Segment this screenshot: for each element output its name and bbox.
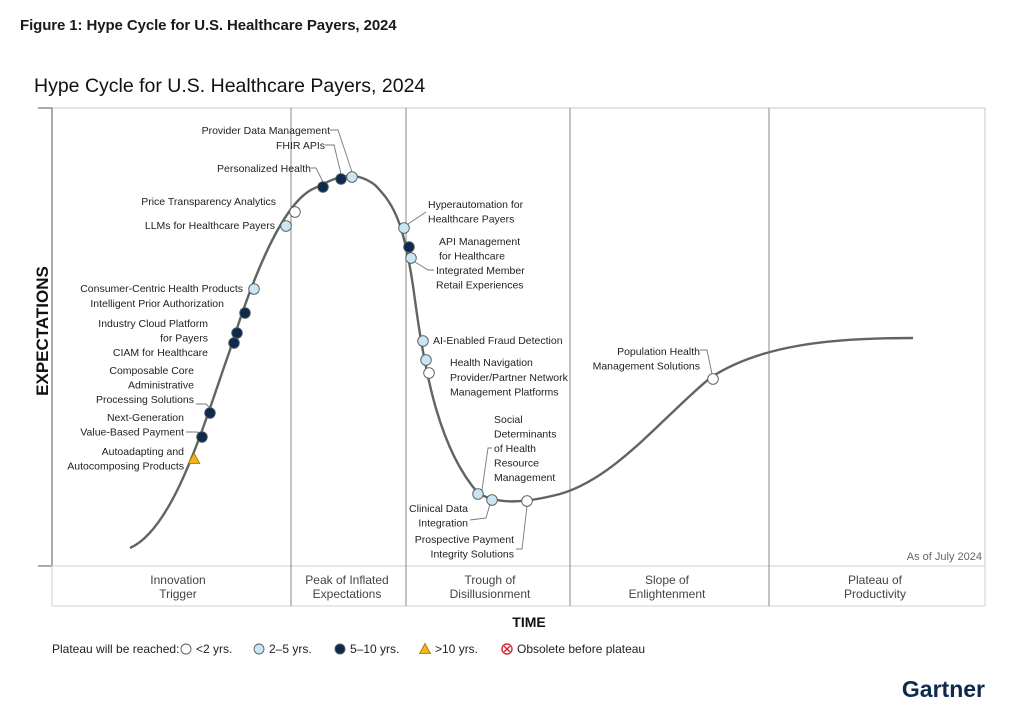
legend-label-5to10: 5–10 yrs. <box>350 642 399 656</box>
phase-label-5: Plateau of Productivity <box>844 573 906 601</box>
phase-dividers <box>290 108 770 606</box>
phase-labels: Innovation Trigger Peak of Inflated Expecta… <box>150 573 906 601</box>
marker-price-transparency-analytics <box>289 206 301 218</box>
label-autoadapting-and-autocomposing-products: Autoadapting and Autocomposing Products <box>67 446 184 473</box>
phase-label-2: Peak of Inflated Expectations <box>305 573 388 601</box>
marker-health-navigation <box>420 354 432 366</box>
marker-composable-core-administrative-processing-solutions <box>204 407 216 419</box>
legend-label-obsolete: Obsolete before plateau <box>517 642 645 656</box>
marker-next-generation-value-based-payment <box>196 431 208 443</box>
marker-intelligent-prior-authorization <box>239 307 251 319</box>
x-axis-title: TIME <box>512 614 545 630</box>
leader-social-determinants-of-health-resource-management <box>481 447 492 491</box>
leader-provider-data-management <box>330 129 353 173</box>
phase-label-4: Slope of Enlightenment <box>629 573 706 601</box>
phase-label-3: Trough of Disillusionment <box>450 573 531 601</box>
y-axis-title: EXPECTATIONS <box>33 266 52 396</box>
leader-integrated-member-retail-experiences <box>414 261 434 271</box>
technology-markers <box>187 171 719 507</box>
leader-population-health-management-solutions <box>700 349 713 375</box>
label-api-management-for-healthcare: API Management for Healthcare <box>439 236 520 263</box>
marker-population-health-management-solutions <box>707 373 719 385</box>
label-consumer-centric-health-products: Consumer-Centric Health Products <box>80 283 243 295</box>
legend-label-lt2: <2 yrs. <box>196 642 232 656</box>
leader-fhir-apis <box>325 144 342 175</box>
label-ai-enabled-fraud-detection: AI-Enabled Fraud Detection <box>433 335 563 347</box>
legend-label-2to5: 2–5 yrs. <box>269 642 312 656</box>
label-leaders <box>186 129 713 550</box>
marker-prospective-payment-integrity-solutions <box>521 495 533 507</box>
leader-personalized-health <box>311 167 324 183</box>
label-social-determinants-of-health-resource-management: Social Determinants of Health Resource Manag… <box>494 414 556 484</box>
marker-api-management-for-healthcare <box>403 241 415 253</box>
label-intelligent-prior-authorization: Intelligent Prior Authorization <box>90 298 224 310</box>
legend-marker-gt10 <box>418 642 432 654</box>
leader-composable-core-administrative-processing-solutions <box>196 403 211 409</box>
marker-social-determinants-of-health-resource-management <box>472 488 484 500</box>
label-hyperautomation-for-healthcare-payers: Hyperautomation for Healthcare Payers <box>428 199 524 226</box>
technology-labels: Provider Data Management FHIR APIs Persona… <box>67 125 700 561</box>
marker-provider-partner-network-management-platforms <box>423 367 435 379</box>
leader-prospective-payment-integrity-solutions <box>516 505 528 550</box>
label-industry-cloud-platform-for-payers: Industry Cloud Platform for Payers <box>98 318 208 345</box>
marker-ciam-for-healthcare <box>228 337 240 349</box>
marker-ai-enabled-fraud-detection <box>417 335 429 347</box>
legend-marker-5to10 <box>334 643 346 655</box>
marker-clinical-data-integration <box>486 494 498 506</box>
marker-fhir-apis <box>335 173 347 185</box>
label-llms-for-healthcare-payers: LLMs for Healthcare Payers <box>145 220 275 232</box>
label-provider-partner-network-management-platforms: Provider/Partner Network Management Platf… <box>450 372 569 399</box>
as-of-date: As of July 2024 <box>907 551 982 563</box>
label-personalized-health: Personalized Health <box>217 163 311 175</box>
label-price-transparency-analytics: Price Transparency Analytics <box>141 196 276 208</box>
marker-industry-cloud-platform-for-payers <box>231 327 243 339</box>
label-fhir-apis: FHIR APIs <box>276 140 325 152</box>
phase-band <box>51 565 986 607</box>
leader-clinical-data-integration <box>469 503 491 521</box>
gartner-logo: Gartner <box>902 676 985 702</box>
legend-label-gt10: >10 yrs. <box>435 642 478 656</box>
label-prospective-payment-integrity-solutions: Prospective Payment Integrity Solutions <box>415 534 514 561</box>
label-integrated-member-retail-experiences: Integrated Member Retail Experiences <box>436 265 525 292</box>
label-ciam-for-healthcare: CIAM for Healthcare <box>113 347 208 359</box>
marker-consumer-centric-health-products <box>248 283 260 295</box>
legend-marker-lt2 <box>180 643 192 655</box>
marker-autoadapting-and-autocomposing-products <box>187 452 201 464</box>
marker-personalized-health <box>317 181 329 193</box>
marker-llms-for-healthcare-payers <box>280 220 292 232</box>
label-provider-data-management: Provider Data Management <box>202 125 330 137</box>
phase-label-1: Innovation Trigger <box>150 573 205 601</box>
label-health-navigation: Health Navigation <box>450 357 533 369</box>
label-composable-core-administrative-processing-solutions: Composable Core Administrative Processing … <box>96 365 194 406</box>
figure-caption: Figure 1: Hype Cycle for U.S. Healthcare… <box>20 17 397 34</box>
legend: Plateau will be reached: <2 yrs. 2–5 yrs. 5… <box>52 642 645 656</box>
chart-title: Hype Cycle for U.S. Healthcare Payers, 2… <box>34 75 425 97</box>
label-clinical-data-integration: Clinical Data Integration <box>409 503 468 530</box>
marker-integrated-member-retail-experiences <box>405 252 417 264</box>
label-next-generation-value-based-payment: Next-Generation Value-Based Payment <box>80 412 184 439</box>
legend-title: Plateau will be reached: <box>52 642 179 656</box>
marker-provider-data-management <box>346 171 358 183</box>
leader-hyperautomation-for-healthcare-payers <box>407 211 427 225</box>
marker-hyperautomation-for-healthcare-payers <box>398 222 410 234</box>
legend-marker-2to5 <box>253 643 265 655</box>
label-population-health-management-solutions: Population Health Management Solutions <box>593 346 701 373</box>
